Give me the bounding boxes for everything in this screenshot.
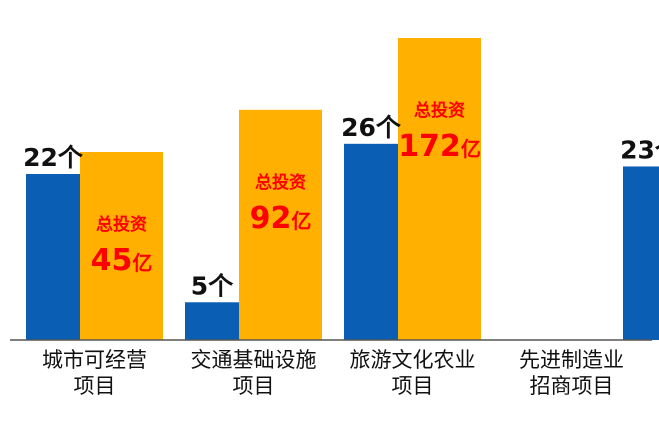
count-bar (26, 174, 80, 340)
investment-label-title: 总投资 (414, 100, 465, 121)
investment-bar (80, 152, 163, 340)
investment-label-title: 总投资 (255, 172, 306, 193)
count-bar (344, 143, 398, 340)
category-tick-label: 先进制造业 (519, 348, 624, 372)
count-data-label: 26个 (341, 113, 402, 142)
category-tick-label: 城市可经营 (42, 348, 147, 372)
category-tick-label: 项目 (74, 374, 116, 398)
investment-data-label: 92亿 (250, 201, 312, 236)
labels-layer: 22个总投资45亿城市可经营项目5个总投资92亿交通基础设施项目26个总投资17… (23, 100, 659, 398)
category-tick-label: 项目 (233, 374, 275, 398)
category-tick-label: 交通基础设施 (191, 348, 317, 372)
count-bar (623, 166, 659, 340)
investment-data-label: 45亿 (91, 243, 153, 278)
investment-bar (398, 38, 481, 340)
investment-data-label: 172亿 (398, 129, 481, 164)
category-tick-label: 项目 (392, 374, 434, 398)
count-data-label: 5个 (191, 271, 234, 300)
investment-bar (239, 109, 322, 340)
count-bar (185, 302, 239, 340)
category-tick-label: 旅游文化农业 (350, 348, 476, 372)
category-tick-label: 招商项目 (530, 374, 614, 398)
investment-label-title: 总投资 (96, 214, 147, 235)
count-data-label: 22个 (23, 143, 84, 172)
count-data-label: 23个 (620, 135, 659, 164)
bars-layer (26, 38, 659, 340)
